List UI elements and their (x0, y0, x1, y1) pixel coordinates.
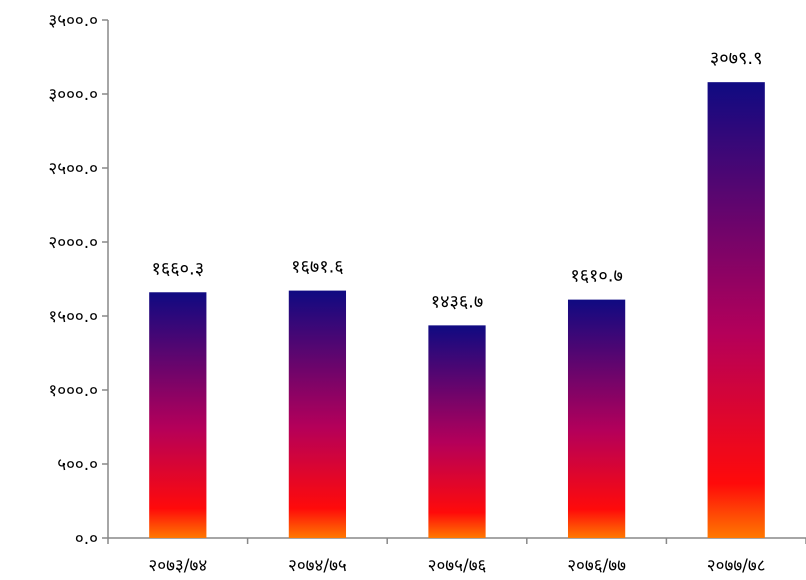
bar (149, 292, 207, 538)
bars (149, 82, 765, 538)
x-tick-label: २०७४/७५ (288, 556, 347, 576)
y-tick-label: १०००.० (48, 381, 98, 401)
y-tick-label: ५००.० (57, 455, 98, 475)
data-label: १६६०.३ (152, 258, 205, 279)
y-tick-label: ०.० (75, 529, 98, 549)
x-tick-label: २०७६/७७ (567, 556, 626, 576)
y-tick-label: २०००.० (48, 233, 98, 253)
x-tick-label: २०७७/७८ (707, 556, 766, 576)
bar (428, 325, 486, 538)
x-tick-label: २०७५/७६ (428, 556, 487, 576)
x-tick-label: २०७३/७४ (148, 556, 207, 576)
y-tick-label: २५००.० (48, 159, 98, 179)
y-tick-label: ३०००.० (48, 85, 98, 105)
bar (567, 299, 626, 538)
bar (707, 82, 765, 538)
x-axis: २०७३/७४ २०७४/७५ २०७५/७६ २०७६/७७ २०७७/७८ (107, 537, 806, 576)
y-tick-label: ३५००.० (48, 11, 98, 31)
data-labels: १६६०.३ १६७१.६ १४३६.७ १६१०.७ ३०७९.९ (152, 48, 763, 312)
data-label: ३०७९.९ (710, 48, 763, 69)
y-tick-label: १५००.० (48, 307, 98, 327)
data-label: १४३६.७ (431, 291, 484, 312)
data-label: १६७१.६ (291, 257, 344, 278)
bar (288, 290, 347, 538)
y-axis: ०.० ५००.० १०००.० १५००.० २०००.० २५००.० ३०००.० ३५… (48, 11, 109, 549)
data-label: १६१०.७ (570, 266, 623, 287)
